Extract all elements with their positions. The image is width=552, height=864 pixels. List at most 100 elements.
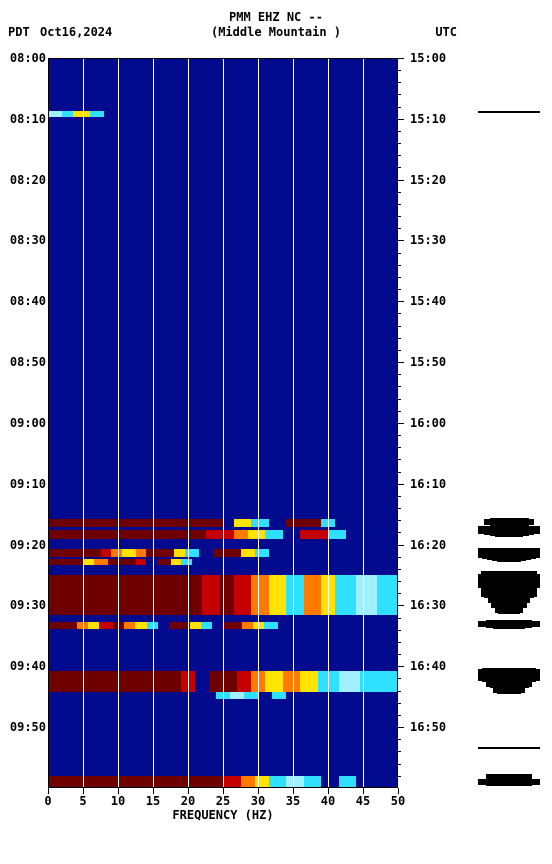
y-sub-tick	[398, 691, 401, 692]
y-sub-tick	[398, 703, 401, 704]
y-sub-tick	[398, 289, 401, 290]
y-sub-tick	[398, 739, 401, 740]
y-sub-tick	[398, 155, 401, 156]
y-sub-tick	[398, 593, 401, 594]
y-tick-left: 09:20	[2, 538, 46, 552]
y-tick-right: 15:50	[410, 355, 460, 369]
x-tick-label: 30	[251, 794, 265, 808]
grid-line	[83, 58, 84, 788]
grid-line	[223, 58, 224, 788]
grid-line	[153, 58, 154, 788]
y-sub-tick	[398, 569, 401, 570]
seismogram-panel	[470, 58, 548, 788]
y-sub-tick	[398, 386, 401, 387]
y-tick-right: 15:10	[410, 112, 460, 126]
x-axis-label: FREQUENCY (HZ)	[48, 808, 398, 822]
seismogram-trace	[478, 747, 540, 749]
y-sub-tick	[398, 532, 401, 533]
y-sub-tick	[398, 764, 401, 765]
y-sub-tick	[398, 459, 401, 460]
utc-label: UTC	[435, 25, 457, 39]
x-tick-label: 10	[111, 794, 125, 808]
y-sub-tick	[398, 350, 401, 351]
y-tick-mark	[398, 58, 404, 59]
y-sub-tick	[398, 435, 401, 436]
y-tick-left: 09:40	[2, 659, 46, 673]
y-tick-mark	[398, 666, 404, 667]
y-sub-tick	[398, 642, 401, 643]
y-tick-right: 16:40	[410, 659, 460, 673]
y-sub-tick	[398, 399, 401, 400]
y-tick-left: 08:40	[2, 294, 46, 308]
grid-line	[118, 58, 119, 788]
x-tick-label: 25	[216, 794, 230, 808]
x-tick-label: 20	[181, 794, 195, 808]
y-tick-left: 09:50	[2, 720, 46, 734]
y-sub-tick	[398, 131, 401, 132]
y-sub-tick	[398, 411, 401, 412]
y-sub-tick	[398, 94, 401, 95]
x-tick-label: 5	[79, 794, 86, 808]
y-sub-tick	[398, 654, 401, 655]
seismogram-trace	[497, 692, 520, 694]
y-sub-tick	[398, 167, 401, 168]
y-sub-tick	[398, 618, 401, 619]
y-tick-mark	[398, 362, 404, 363]
y-sub-tick	[398, 630, 401, 631]
y-sub-tick	[398, 228, 401, 229]
y-tick-left: 09:10	[2, 477, 46, 491]
x-tick-label: 40	[321, 794, 335, 808]
y-sub-tick	[398, 338, 401, 339]
seismogram-trace	[478, 111, 540, 113]
seismogram-trace	[486, 782, 533, 786]
y-tick-left: 09:00	[2, 416, 46, 430]
y-sub-tick	[398, 313, 401, 314]
station-code: PMM EHZ NC --	[0, 10, 552, 24]
seismogram-trace	[498, 612, 520, 614]
x-tick-label: 50	[391, 794, 405, 808]
y-tick-mark	[398, 180, 404, 181]
y-sub-tick	[398, 82, 401, 83]
y-tick-mark	[398, 545, 404, 546]
x-tick-label: 0	[44, 794, 51, 808]
y-tick-right: 16:00	[410, 416, 460, 430]
y-sub-tick	[398, 192, 401, 193]
y-sub-tick	[398, 70, 401, 71]
y-tick-right: 15:40	[410, 294, 460, 308]
x-tick-label: 35	[286, 794, 300, 808]
grid-line	[188, 58, 189, 788]
y-tick-right: 16:10	[410, 477, 460, 491]
y-sub-tick	[398, 557, 401, 558]
y-sub-tick	[398, 581, 401, 582]
y-tick-right: 16:50	[410, 720, 460, 734]
y-tick-mark	[398, 301, 404, 302]
y-sub-tick	[398, 204, 401, 205]
y-tick-left: 08:10	[2, 112, 46, 126]
y-sub-tick	[398, 472, 401, 473]
y-sub-tick	[398, 216, 401, 217]
y-tick-mark	[398, 484, 404, 485]
y-tick-left: 08:30	[2, 233, 46, 247]
seismogram-trace	[493, 627, 524, 629]
y-sub-tick	[398, 508, 401, 509]
y-sub-tick	[398, 326, 401, 327]
chart-header: PMM EHZ NC -- (Middle Mountain ) PDT Oct…	[0, 0, 552, 55]
y-tick-mark	[398, 727, 404, 728]
y-sub-tick	[398, 253, 401, 254]
y-tick-left: 08:00	[2, 51, 46, 65]
y-tick-mark	[398, 119, 404, 120]
y-sub-tick	[398, 751, 401, 752]
y-tick-right: 15:00	[410, 51, 460, 65]
y-tick-mark	[398, 423, 404, 424]
y-sub-tick	[398, 277, 401, 278]
grid-line	[293, 58, 294, 788]
y-sub-tick	[398, 265, 401, 266]
x-tick-label: 15	[146, 794, 160, 808]
y-sub-tick	[398, 447, 401, 448]
spectrogram-plot	[48, 58, 398, 788]
y-sub-tick	[398, 496, 401, 497]
grid-line	[328, 58, 329, 788]
y-tick-right: 15:20	[410, 173, 460, 187]
y-tick-left: 08:50	[2, 355, 46, 369]
y-tick-right: 16:20	[410, 538, 460, 552]
